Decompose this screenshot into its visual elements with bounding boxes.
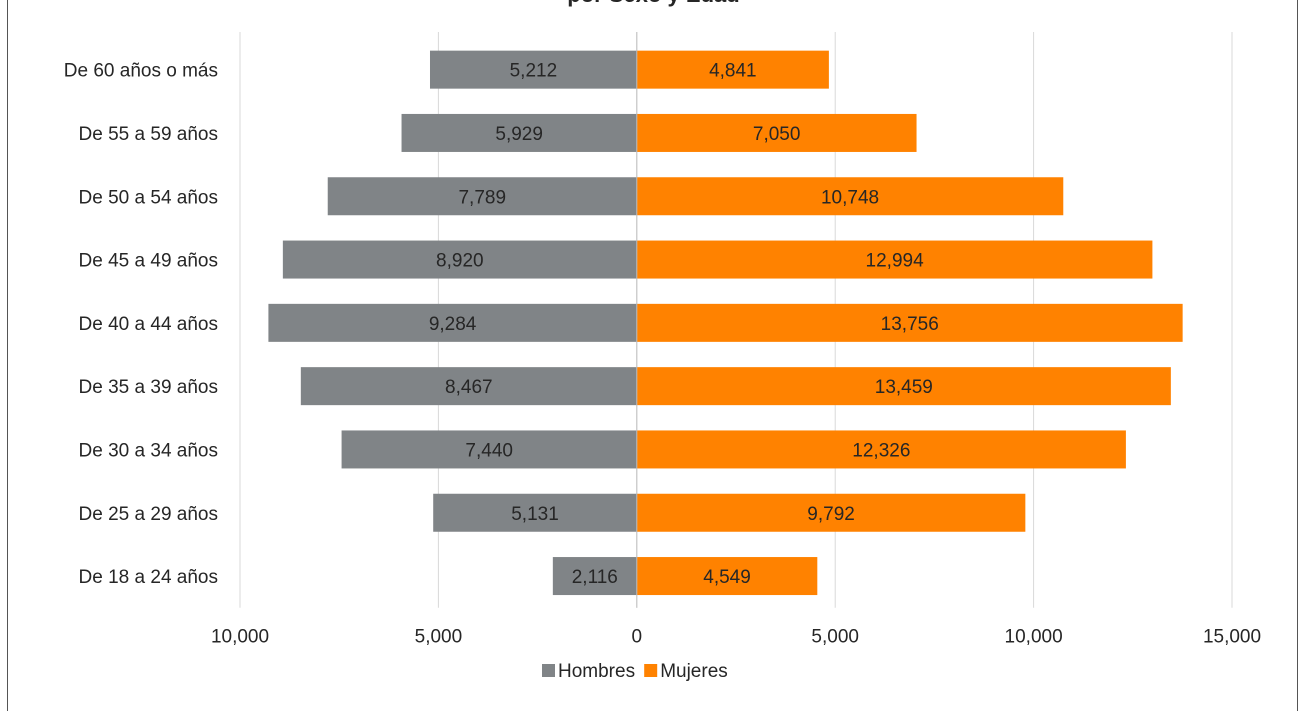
bar-hombres [282,240,637,279]
category-label: De 55 a 59 años [79,124,218,145]
data-label-mujeres: 12,994 [866,251,925,272]
bar-mujeres [636,303,1183,342]
bar-mujeres [636,557,818,596]
x-tick-label: 5,000 [415,627,463,648]
x-tick-label: 5,000 [811,627,859,648]
data-label-hombres: 8,467 [445,377,493,398]
data-label-hombres: 9,284 [429,314,477,335]
category-label: De 45 a 49 años [79,251,218,272]
data-label-hombres: 5,929 [495,124,543,145]
data-label-mujeres: 4,549 [703,567,751,588]
category-label: De 60 años o más [64,61,218,82]
bar-mujeres [636,113,917,152]
chart-svg: 2,116 5,131 7,440 8,467 9,284 8,920 7,789 5,929… [64,32,1261,682]
chart-title: por Sexo y Edad [8,0,1297,8]
legend-swatch-hombres [542,664,555,677]
data-label-mujeres: 10,748 [821,187,879,208]
bar-hombres [268,303,637,342]
data-label-mujeres: 13,459 [875,377,933,398]
x-tick-label: 0 [632,627,643,648]
category-label: De 25 a 29 años [79,504,218,525]
bar-mujeres [636,240,1153,279]
bar-mujeres [636,493,1026,532]
legend-swatch-mujeres [644,664,658,677]
data-label-mujeres: 9,792 [807,504,855,525]
label-layer: 2,116 5,131 7,440 8,467 9,284 8,920 7,789 5,929… [429,61,939,588]
bar-hombres [429,50,637,89]
data-label-hombres: 5,212 [510,61,558,82]
legend-layer: Hombres Mujeres [542,661,728,682]
bar-layer [268,50,1183,596]
axis-layer: 10,000 5,000 0 5,000 10,000 15,000 De 18 a 24 … [64,32,1261,648]
data-label-mujeres: 12,326 [852,440,910,461]
x-tick-label: 15,000 [1203,627,1261,648]
bar-mujeres [636,367,1171,406]
data-label-hombres: 8,920 [436,251,484,272]
data-label-hombres: 2,116 [572,567,618,588]
category-label: De 35 a 39 años [79,377,218,398]
category-label: De 30 a 34 años [79,440,218,461]
bar-mujeres [636,50,829,89]
data-label-hombres: 7,789 [458,187,506,208]
bar-mujeres [636,430,1126,469]
chart-frame: por Sexo y Edad 2,116 5,131 7,440 8,467 9,28… [7,0,1298,711]
bar-hombres [433,493,637,532]
data-label-mujeres: 13,756 [881,314,939,335]
bar-hombres [300,367,637,406]
data-label-mujeres: 4,841 [709,61,757,82]
x-tick-label: 10,000 [1005,627,1063,648]
x-tick-label: 10,000 [211,627,269,648]
category-label: De 40 a 44 años [79,314,218,335]
data-label-hombres: 7,440 [465,440,513,461]
legend-label-mujeres: Mujeres [660,661,728,682]
category-label: De 50 a 54 años [79,187,218,208]
category-label: De 18 a 24 años [79,567,218,588]
data-label-mujeres: 7,050 [753,124,801,145]
data-label-hombres: 5,131 [511,504,559,525]
bar-hombres [401,113,637,152]
bar-mujeres [636,177,1064,216]
legend-label-hombres: Hombres [558,661,635,682]
bar-hombres [327,177,637,216]
bar-hombres [341,430,637,469]
bar-hombres [552,557,637,596]
